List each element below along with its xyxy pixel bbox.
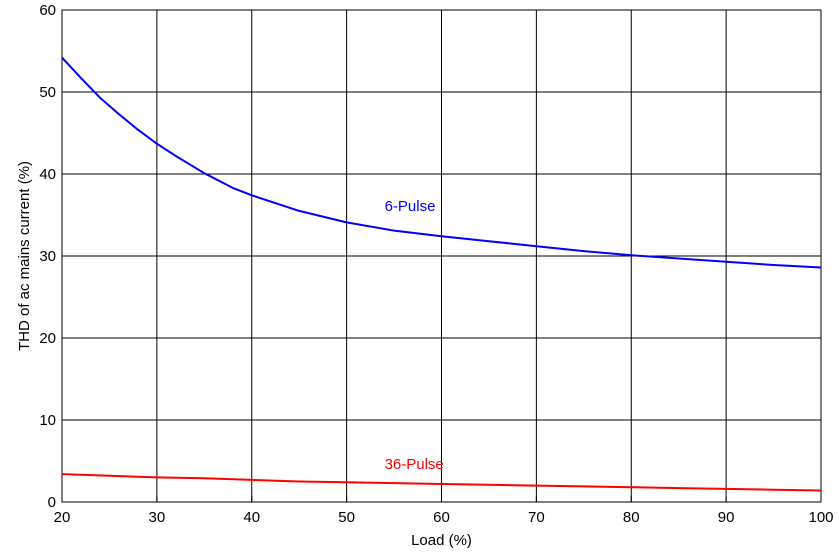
y-tick-label: 50 [39,84,56,101]
x-tick-label: 50 [338,509,355,526]
x-tick-label: 40 [243,509,260,526]
y-tick-label: 30 [39,248,56,265]
x-tick-label: 20 [54,509,71,526]
x-tick-label: 30 [149,509,166,526]
y-tick-label: 60 [39,2,56,19]
grid [62,10,821,502]
y-axis-label: THD of ac mains current (%) [16,161,33,351]
x-tick-label: 80 [623,509,640,526]
y-tick-label: 0 [48,494,56,511]
series-label-36-pulse: 36-Pulse [385,456,444,473]
axis-ticks: 20 30 40 50 60 70 80 90 100 0 10 20 30 40 50 60 [39,2,833,526]
series-line-36-pulse [61,473,822,492]
x-tick-label: 90 [718,509,735,526]
x-axis-label: Load (%) [411,532,472,549]
x-tick-label: 70 [528,509,545,526]
y-tick-label: 40 [39,166,56,183]
series-label-6-pulse: 6-Pulse [385,198,436,215]
series-line-6-pulse [61,56,822,269]
y-tick-label: 20 [39,330,56,347]
y-tick-label: 10 [39,412,56,429]
annotations: 6-Pulse 36-Pulse [385,198,444,473]
series-lines [61,56,822,492]
x-tick-label: 60 [433,509,450,526]
x-tick-label: 100 [808,509,833,526]
